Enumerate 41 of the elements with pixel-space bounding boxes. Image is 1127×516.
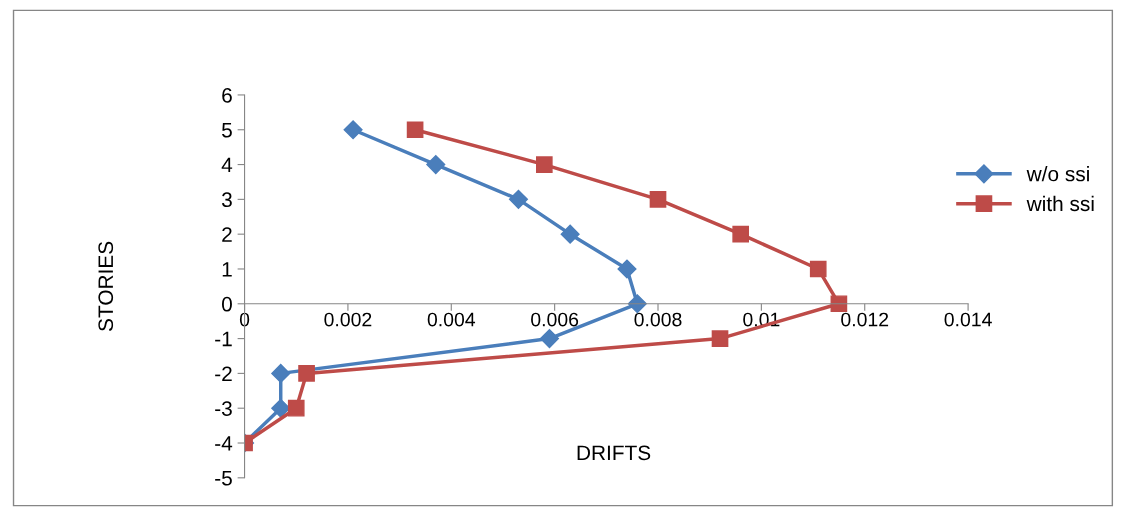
- y-tick-label: -1: [215, 331, 232, 347]
- y-tick-label: 1: [222, 262, 232, 277]
- point: [287, 399, 305, 417]
- point: [406, 121, 424, 139]
- y-tick-label: -3: [215, 401, 232, 416]
- x-tick-label: 0: [239, 312, 250, 327]
- point: [343, 120, 363, 140]
- point: [271, 363, 291, 383]
- y-tick-label: 6: [222, 87, 232, 103]
- x-tick-label: 0.004: [427, 312, 476, 327]
- y-tick-label: -4: [215, 436, 233, 451]
- point: [298, 365, 315, 382]
- y-tick-label: 3: [221, 192, 232, 208]
- point: [830, 295, 848, 313]
- legend-label: with ssi: [1026, 195, 1094, 212]
- point: [649, 191, 667, 208]
- point: [711, 330, 729, 347]
- point: [271, 398, 291, 418]
- x-tick-label: 0.008: [634, 312, 682, 327]
- y-tick-label: -2: [215, 366, 232, 381]
- point: [508, 189, 529, 209]
- point: [535, 156, 553, 173]
- y-tick-label: -5: [215, 471, 232, 486]
- y-tick-label: 4: [221, 157, 233, 173]
- x-tick-label: 0.014: [944, 312, 992, 327]
- y-tick-label: 0: [221, 296, 232, 312]
- point: [426, 155, 446, 175]
- point: [560, 224, 580, 244]
- x-tick-label: 0.006: [531, 312, 579, 327]
- y-tick-label: 2: [222, 227, 232, 242]
- x-tick-label: 0.012: [841, 312, 889, 327]
- y-axis-title: STORIES: [98, 241, 114, 331]
- x-axis-title: DRIFTS: [577, 445, 651, 461]
- point: [617, 259, 637, 279]
- point: [809, 260, 827, 278]
- x-tick-label: 0.002: [324, 312, 372, 327]
- point: [732, 225, 750, 243]
- point: [627, 294, 647, 314]
- point: [539, 329, 560, 349]
- y-tick-label: 5: [222, 122, 232, 138]
- legend-label: w/o ssi: [1026, 166, 1089, 182]
